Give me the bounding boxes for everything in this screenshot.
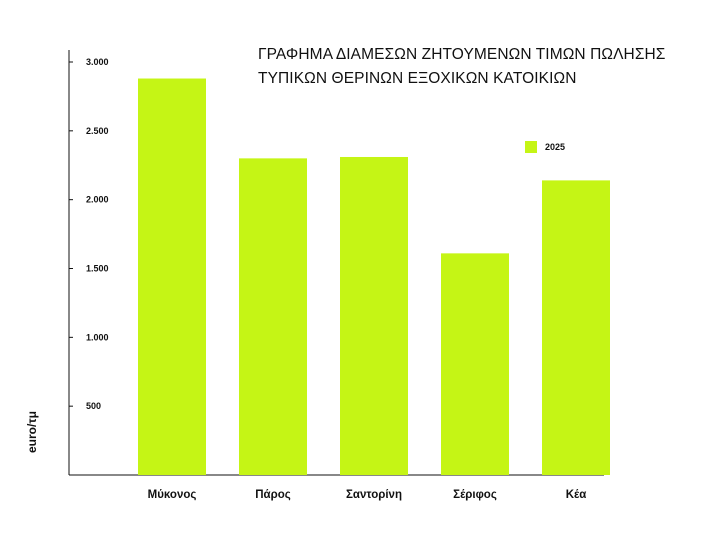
y-tick-label: 2.000 bbox=[86, 195, 109, 205]
legend-swatch bbox=[525, 141, 537, 153]
legend: 2025 bbox=[525, 141, 565, 153]
bar bbox=[340, 156, 408, 476]
y-tick-label: 1.500 bbox=[86, 264, 109, 274]
y-tick-label: 2.500 bbox=[86, 126, 109, 136]
bar bbox=[138, 78, 206, 476]
x-tick-label: Σέριφος bbox=[453, 489, 497, 501]
bars bbox=[138, 78, 610, 476]
bar bbox=[239, 158, 307, 475]
y-tick-label: 500 bbox=[86, 401, 101, 411]
bar bbox=[441, 253, 509, 475]
x-tick-label: Πάρος bbox=[255, 489, 291, 501]
x-tick-label: Κέα bbox=[566, 489, 587, 501]
y-tick-label: 3.000 bbox=[86, 57, 109, 67]
y-axis-label: euro/τμ bbox=[25, 411, 39, 453]
x-tick-label: Μύκονος bbox=[148, 489, 197, 501]
bar bbox=[542, 180, 610, 476]
y-tick-label: 1.000 bbox=[86, 332, 109, 342]
x-tick-label: Σαντορίνη bbox=[346, 489, 402, 501]
chart-title-line-2: ΤΥΠΙΚΩΝ ΘΕΡΙΝΩΝ ΕΞΟΧΙΚΩΝ ΚΑΤΟΙΚΙΩΝ bbox=[258, 70, 577, 87]
y-axis: 500 1.000 1.500 2.000 2.500 3.000 bbox=[68, 50, 109, 475]
legend-label: 2025 bbox=[545, 142, 565, 152]
chart-title-line-1: ΓΡΑΦΗΜΑ ΔΙΑΜΕΣΩΝ ΖΗΤΟΥΜΕΝΩΝ ΤΙΜΩΝ ΠΩΛΗΣΗ… bbox=[258, 46, 666, 63]
